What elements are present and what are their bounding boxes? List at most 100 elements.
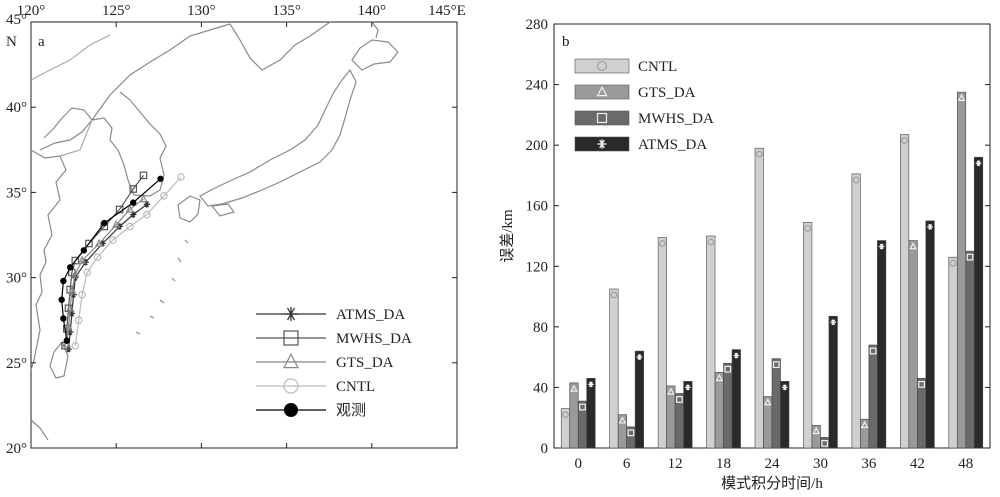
bar-rect xyxy=(569,382,579,449)
bar-ATMS_DA xyxy=(877,240,887,449)
map-axis-ticks: 120° 125° 130° 135° 140° 145°E 45° 40° 35° 30° 25°… xyxy=(6,3,466,457)
bar-MWHS_DA xyxy=(626,426,636,449)
track-point xyxy=(83,268,92,277)
track-point xyxy=(71,269,80,278)
bar-marker xyxy=(975,160,982,167)
bar-marker xyxy=(707,238,715,246)
bar-rect xyxy=(948,256,958,449)
y-tick-label: 120 xyxy=(526,259,549,275)
track-point xyxy=(157,175,164,182)
track-point xyxy=(71,341,80,350)
bar-rect xyxy=(683,381,693,449)
legend-entry: ATMS_DA xyxy=(256,307,405,323)
legend-marker xyxy=(284,403,298,417)
bar-MWHS_DA xyxy=(917,378,927,449)
bar-marker xyxy=(658,240,666,247)
bar-marker xyxy=(804,224,812,232)
lon-tick-label: 140° xyxy=(358,3,387,19)
track-point xyxy=(101,219,108,227)
map-legend: ATMS_DA MWHS_DA GTS_DA CNTL 观测 xyxy=(256,307,412,419)
bar-rect xyxy=(900,134,910,449)
bar-GTS_DA xyxy=(714,371,724,449)
legend-swatch xyxy=(574,110,630,126)
bar-rect xyxy=(917,378,927,449)
bar-rect xyxy=(771,358,781,449)
legend-entry: MWHS_DA xyxy=(574,110,714,127)
bar-marker xyxy=(675,396,683,403)
bar-rect xyxy=(803,222,813,449)
bar-rect xyxy=(714,371,724,449)
track-point xyxy=(74,316,83,325)
track-point xyxy=(139,194,148,203)
x-tick-label: 12 xyxy=(668,456,683,472)
track-point xyxy=(60,277,67,285)
bar-marker xyxy=(957,93,966,101)
track-point xyxy=(130,211,137,218)
bar-rect xyxy=(908,240,918,449)
north-label: N xyxy=(6,34,17,50)
lon-tick-label: 130° xyxy=(187,3,216,19)
track-point xyxy=(67,286,77,295)
legend-marker xyxy=(596,112,608,124)
legend-label: ATMS_DA xyxy=(638,137,707,153)
bar-marker xyxy=(909,242,917,250)
bar-CNTL xyxy=(657,237,667,449)
track-point xyxy=(93,253,102,261)
bar-rect xyxy=(851,173,861,449)
track-line xyxy=(67,203,148,350)
typhoon-tracks xyxy=(58,171,185,353)
x-axis-label: 模式积分时间/h xyxy=(721,475,823,492)
bar-ATMS_DA xyxy=(683,381,693,449)
track-point xyxy=(62,339,71,348)
bar-chart-panel: 0 40 80 120 160 200 240 280 0 6 12 18 24 30 36 42 48 CN… xyxy=(499,17,991,492)
bar-marker xyxy=(610,291,618,299)
bar-CNTL xyxy=(948,256,958,449)
y-axis-ticks: 0 40 80 120 160 200 240 280 xyxy=(526,17,990,457)
bar-CNTL xyxy=(560,408,571,449)
track-point xyxy=(58,296,65,303)
bar-rect xyxy=(706,235,716,449)
y-tick-label: 40 xyxy=(533,380,548,396)
track-point xyxy=(77,255,87,264)
bar-ATMS_DA xyxy=(586,378,596,449)
bar-ATMS_DA xyxy=(634,350,644,449)
bar-CNTL xyxy=(754,147,764,449)
y-tick-label: 0 xyxy=(541,441,549,457)
legend-entry: CNTL xyxy=(574,58,677,75)
bar-rect xyxy=(723,362,733,449)
track-point xyxy=(126,222,134,231)
legend-entry: 观测 xyxy=(256,402,366,419)
legend-label: GTS_DA xyxy=(638,85,696,101)
track-point xyxy=(64,322,73,331)
y-tick-label: 80 xyxy=(533,320,548,336)
track-point xyxy=(71,256,80,265)
bar-GTS_DA xyxy=(569,382,579,449)
bar-rect xyxy=(868,344,878,449)
bar-marker xyxy=(812,426,820,435)
legend-label: GTS_DA xyxy=(336,355,394,371)
lon-tick-label: 125° xyxy=(102,3,131,19)
legend-entry: ATMS_DA xyxy=(574,136,707,153)
y-tick-label: 240 xyxy=(526,78,549,94)
bar-rect xyxy=(666,385,676,449)
track-观测 xyxy=(58,175,164,344)
lat-tick-label: 45° xyxy=(6,12,27,28)
bar-rect xyxy=(617,414,627,449)
y-axis-label: 误差/km xyxy=(499,209,516,263)
map-panel: 120° 125° 130° 135° 140° 145°E 45° 40° 35° 30° 25°… xyxy=(6,3,466,457)
bar-marker xyxy=(755,150,763,158)
bar-ATMS_DA xyxy=(828,315,838,449)
map-panel-label: a xyxy=(38,34,45,50)
bar-marker xyxy=(966,253,974,261)
bar-CNTL xyxy=(851,173,861,449)
x-tick-label: 0 xyxy=(574,456,582,472)
legend-label: 观测 xyxy=(336,402,366,419)
lon-tick-label: 135° xyxy=(272,3,301,19)
y-tick-label: 160 xyxy=(526,199,549,215)
bar-ATMS_DA xyxy=(780,381,790,449)
legend-entry: CNTL xyxy=(256,378,375,395)
track-point xyxy=(80,247,88,254)
bar-marker xyxy=(927,224,933,230)
bar-marker xyxy=(733,352,740,359)
